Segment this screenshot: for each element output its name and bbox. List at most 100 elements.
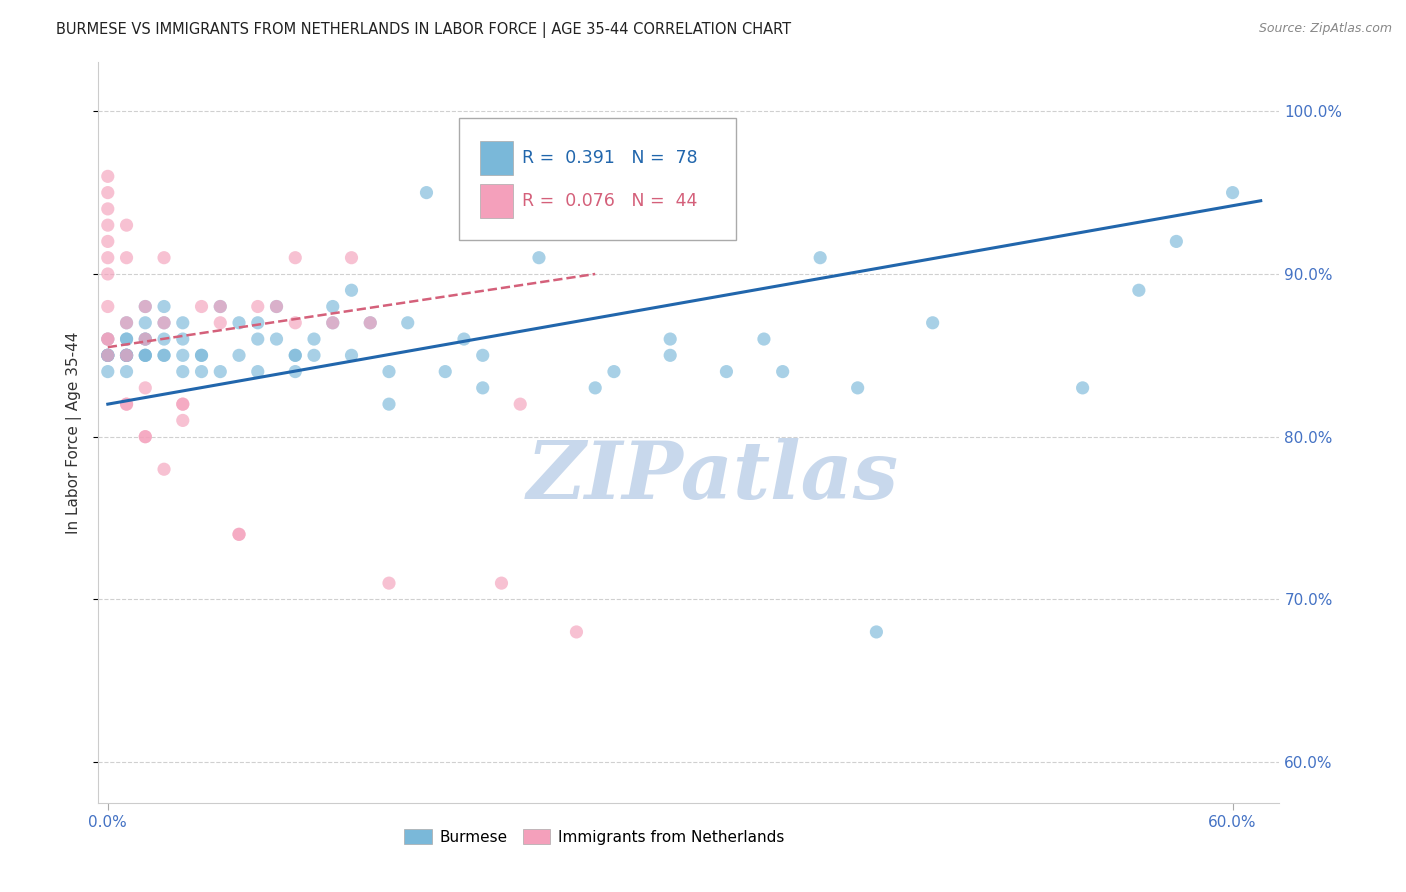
- Point: [284, 251, 307, 265]
- Point: [302, 332, 325, 346]
- Point: [115, 332, 138, 346]
- Point: [134, 300, 156, 314]
- Point: [97, 348, 120, 362]
- Point: [115, 251, 138, 265]
- Point: [246, 332, 269, 346]
- Point: [340, 348, 363, 362]
- Point: [134, 381, 156, 395]
- FancyBboxPatch shape: [479, 184, 513, 218]
- Point: [340, 283, 363, 297]
- Point: [266, 300, 288, 314]
- Point: [97, 348, 120, 362]
- Point: [97, 332, 120, 346]
- Point: [97, 348, 120, 362]
- Point: [115, 316, 138, 330]
- Point: [471, 348, 494, 362]
- Point: [134, 430, 156, 444]
- Point: [808, 251, 831, 265]
- Point: [284, 365, 307, 379]
- Point: [1166, 235, 1188, 249]
- Point: [97, 186, 120, 200]
- Point: [491, 576, 513, 591]
- Point: [228, 527, 250, 541]
- Point: [396, 316, 419, 330]
- Point: [284, 348, 307, 362]
- Point: [266, 332, 288, 346]
- Point: [415, 186, 437, 200]
- Point: [527, 251, 550, 265]
- Point: [153, 316, 176, 330]
- Point: [583, 381, 606, 395]
- Point: [153, 348, 176, 362]
- Point: [134, 332, 156, 346]
- Text: BURMESE VS IMMIGRANTS FROM NETHERLANDS IN LABOR FORCE | AGE 35-44 CORRELATION CH: BURMESE VS IMMIGRANTS FROM NETHERLANDS I…: [56, 22, 792, 38]
- Point: [190, 365, 212, 379]
- Point: [228, 527, 250, 541]
- Point: [115, 348, 138, 362]
- Text: R =  0.391   N =  78: R = 0.391 N = 78: [523, 149, 697, 167]
- Point: [359, 316, 381, 330]
- Point: [97, 218, 120, 232]
- Point: [134, 348, 156, 362]
- Point: [340, 251, 363, 265]
- Point: [190, 300, 212, 314]
- Point: [115, 365, 138, 379]
- Point: [115, 218, 138, 232]
- Point: [115, 348, 138, 362]
- Text: Source: ZipAtlas.com: Source: ZipAtlas.com: [1258, 22, 1392, 36]
- Point: [284, 316, 307, 330]
- Point: [1222, 186, 1244, 200]
- Point: [716, 365, 738, 379]
- Point: [172, 413, 194, 427]
- Point: [134, 348, 156, 362]
- Point: [378, 365, 401, 379]
- Point: [97, 365, 120, 379]
- Point: [209, 365, 232, 379]
- Point: [97, 300, 120, 314]
- Point: [153, 462, 176, 476]
- Point: [209, 316, 232, 330]
- Point: [659, 348, 682, 362]
- Point: [172, 397, 194, 411]
- Point: [752, 332, 775, 346]
- Point: [153, 348, 176, 362]
- Point: [246, 300, 269, 314]
- Point: [228, 316, 250, 330]
- Point: [302, 348, 325, 362]
- Point: [266, 300, 288, 314]
- Point: [209, 300, 232, 314]
- Point: [153, 300, 176, 314]
- Point: [115, 348, 138, 362]
- Point: [172, 348, 194, 362]
- Point: [565, 624, 588, 639]
- Point: [153, 251, 176, 265]
- Point: [134, 332, 156, 346]
- Text: R =  0.076   N =  44: R = 0.076 N = 44: [523, 192, 697, 210]
- Point: [921, 316, 943, 330]
- Point: [115, 397, 138, 411]
- Point: [115, 332, 138, 346]
- Point: [209, 300, 232, 314]
- Point: [846, 381, 869, 395]
- Point: [172, 397, 194, 411]
- FancyBboxPatch shape: [458, 118, 737, 240]
- Point: [97, 235, 120, 249]
- Point: [153, 332, 176, 346]
- Point: [172, 332, 194, 346]
- Point: [97, 251, 120, 265]
- Point: [509, 397, 531, 411]
- Point: [97, 348, 120, 362]
- Point: [565, 218, 588, 232]
- Point: [115, 348, 138, 362]
- Point: [190, 348, 212, 362]
- Point: [134, 348, 156, 362]
- Point: [378, 576, 401, 591]
- Point: [659, 332, 682, 346]
- Point: [246, 316, 269, 330]
- Point: [865, 624, 887, 639]
- Point: [471, 381, 494, 395]
- Point: [434, 365, 457, 379]
- Point: [97, 332, 120, 346]
- Point: [1071, 381, 1094, 395]
- Point: [134, 332, 156, 346]
